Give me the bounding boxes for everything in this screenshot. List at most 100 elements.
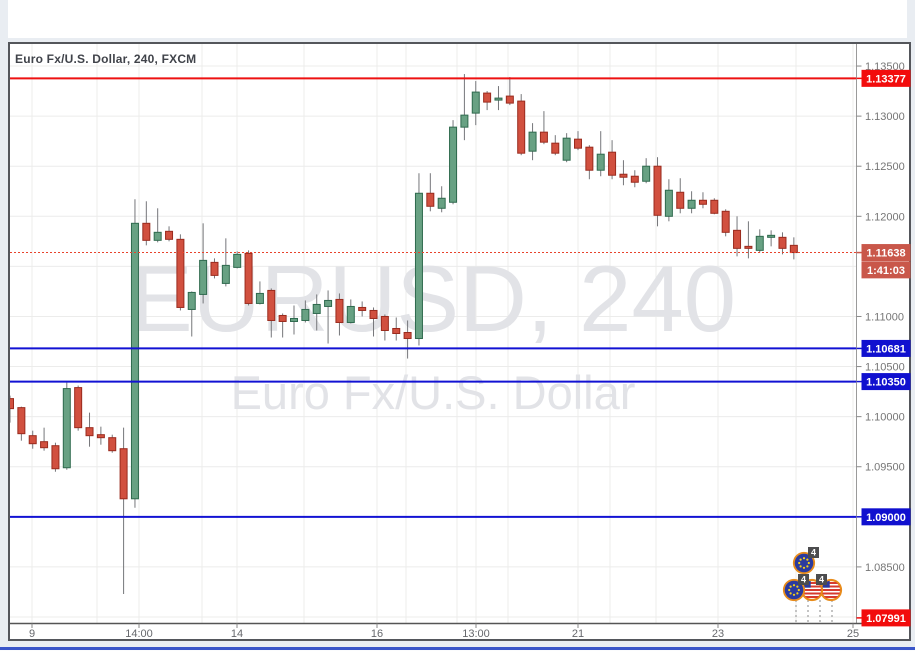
candle-down xyxy=(85,412,94,447)
candle-down xyxy=(210,258,219,279)
eu-flag-star xyxy=(799,565,802,568)
economic-event-icon-eu[interactable]: 4 xyxy=(782,574,809,602)
candle-body xyxy=(335,298,344,323)
candle-down xyxy=(369,307,378,337)
eu-flag-star xyxy=(806,565,809,568)
alert-price-label-text: 1.07991 xyxy=(866,613,906,625)
price-axis-label: 1.10000 xyxy=(865,412,905,424)
candle-body xyxy=(585,146,594,171)
candle-body xyxy=(744,245,753,249)
candle-down xyxy=(119,427,128,594)
candle-down xyxy=(574,131,582,151)
candles-layer xyxy=(10,74,798,594)
candle-body xyxy=(403,331,412,340)
candle-body xyxy=(346,305,355,323)
candle-up xyxy=(324,290,333,344)
candle-down xyxy=(733,216,742,257)
candle-up xyxy=(221,238,230,287)
us-flag-stripe xyxy=(821,596,841,598)
price-axis-label: 1.12500 xyxy=(865,161,905,173)
candle-down xyxy=(789,237,798,260)
candle-down xyxy=(278,313,287,338)
candle-body xyxy=(119,448,128,500)
time-axis-label: 21 xyxy=(572,628,584,640)
candle-down xyxy=(40,427,49,451)
candle-body xyxy=(369,309,378,319)
candle-down xyxy=(426,173,435,212)
eu-flag-star xyxy=(789,592,792,595)
candle-down xyxy=(10,395,14,423)
candle-body xyxy=(10,398,14,410)
level-price-label xyxy=(861,373,911,391)
candle-down xyxy=(721,209,730,237)
chart-title: Euro Fx/U.S. Dollar, 240, FXCM xyxy=(15,52,197,66)
eu-flag-star xyxy=(796,585,799,588)
candle-up xyxy=(642,158,651,184)
candle-body xyxy=(676,191,685,209)
eu-flag-star xyxy=(792,584,796,587)
candle-body xyxy=(312,303,321,314)
candle-body xyxy=(210,261,219,276)
us-flag-stripe xyxy=(802,596,822,598)
time-axis-label: 9 xyxy=(29,628,35,640)
candle-body xyxy=(233,253,242,268)
candle-body xyxy=(85,427,94,437)
eu-flag-field xyxy=(794,553,814,573)
candle-down xyxy=(335,293,344,336)
price-axis-label: 1.10500 xyxy=(865,362,905,374)
us-flag-stripe xyxy=(802,592,822,595)
candle-up xyxy=(312,294,321,331)
candle-body xyxy=(165,230,174,240)
candle-body xyxy=(698,199,707,205)
candle-down xyxy=(28,430,37,449)
candle-down xyxy=(551,135,560,156)
eu-flag-star xyxy=(806,558,809,561)
candle-body xyxy=(789,244,798,254)
us-flag-stripe xyxy=(821,589,841,591)
us-flag-stripe xyxy=(821,592,841,595)
price-axis[interactable] xyxy=(857,44,909,623)
us-flag-stripe xyxy=(802,589,822,591)
candle-down xyxy=(358,301,367,317)
bottom-accent-bar xyxy=(0,647,915,650)
candle-down xyxy=(244,250,253,306)
candle-body xyxy=(176,238,185,308)
eu-flag-star xyxy=(789,585,792,588)
price-axis-label: 1.11000 xyxy=(865,311,904,323)
us-flag-stripe xyxy=(802,585,822,588)
chart-widget xyxy=(8,42,911,641)
candle-body xyxy=(687,199,696,209)
candle-down xyxy=(505,77,514,106)
economic-event-icon-eu[interactable]: 4 xyxy=(792,547,819,575)
level-price-label-text: 1.09000 xyxy=(866,512,906,524)
level-price-label-text: 1.10350 xyxy=(866,377,906,389)
candle-up xyxy=(767,230,776,247)
candle-body xyxy=(517,100,526,154)
candle-body xyxy=(244,252,253,304)
candle-body xyxy=(414,192,423,340)
candle-body xyxy=(471,91,480,114)
time-axis-label: 16 xyxy=(371,628,383,640)
candle-body xyxy=(142,222,151,241)
countdown-label xyxy=(861,261,911,279)
event-count-badge-text: 4 xyxy=(811,548,816,558)
candle-down xyxy=(17,406,26,441)
current-price-label-text: 1.11638 xyxy=(866,248,905,260)
candle-body xyxy=(62,388,71,469)
candle-up xyxy=(290,305,298,335)
candle-up xyxy=(62,382,71,470)
candle-body xyxy=(551,142,560,154)
countdown-label-text: 1:41:03 xyxy=(867,265,905,277)
event-count-badge-text: 4 xyxy=(801,575,806,585)
event-count-badge xyxy=(798,574,809,585)
candle-body xyxy=(392,327,401,335)
candle-body xyxy=(51,445,60,470)
candle-body xyxy=(437,197,446,209)
candle-body xyxy=(221,264,230,284)
candle-body xyxy=(28,435,37,445)
candle-body xyxy=(278,314,287,322)
candle-body xyxy=(290,317,298,322)
candle-body xyxy=(153,231,162,241)
